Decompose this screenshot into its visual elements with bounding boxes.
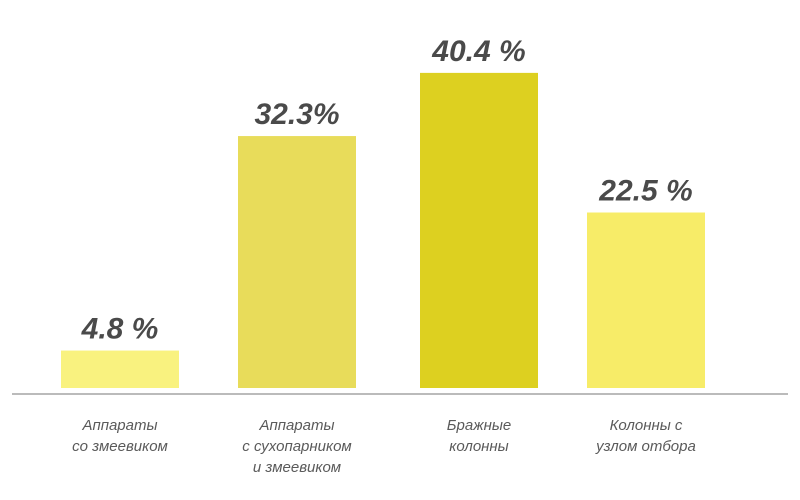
value-label-4: 22.5 % <box>598 175 692 208</box>
category-label-2-line-1: Аппараты <box>258 417 334 434</box>
category-label-2-line-2: с сухопарником <box>242 438 351 455</box>
category-label-2-line-3: и змеевиком <box>253 459 341 476</box>
value-label-1: 4.8 % <box>81 313 159 346</box>
category-labels-group: Аппараты со змеевиком Аппараты с сухопарник… <box>72 417 696 476</box>
bars-group <box>61 72 705 388</box>
category-label-4-line-1: Колонны с <box>610 417 683 434</box>
bar-4 <box>587 212 705 388</box>
category-label-1-line-2: со змеевиком <box>72 438 168 455</box>
bar-3 <box>420 72 538 388</box>
value-labels-group: 4.8 % 32.3% 40.4 % 22.5 % <box>81 35 693 346</box>
category-label-1-line-1: Аппараты <box>81 417 157 434</box>
category-label-3-line-1: Бражные <box>447 417 511 434</box>
category-label-3-line-2: колонны <box>449 438 508 455</box>
bar-2 <box>238 136 356 388</box>
bar-1 <box>61 350 179 388</box>
category-label-4-line-2: узлом отбора <box>595 438 696 455</box>
value-label-2: 32.3% <box>254 98 339 131</box>
value-label-3: 40.4 % <box>431 35 525 68</box>
